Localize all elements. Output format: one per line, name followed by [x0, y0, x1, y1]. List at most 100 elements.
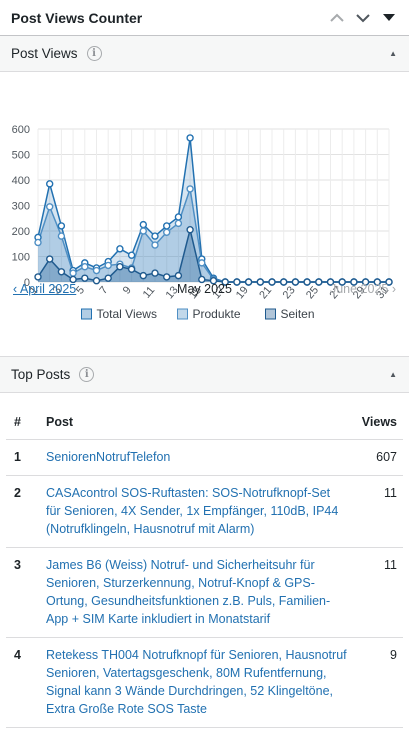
data-point	[209, 277, 218, 285]
y-tick-label: 0	[24, 277, 30, 289]
table-row: 2 CASAcontrol SOS-Ruftasten: SOS-Notrufk…	[6, 475, 403, 548]
y-tick-label: 600	[12, 124, 30, 136]
data-point	[116, 245, 124, 253]
info-icon[interactable]: i	[79, 367, 95, 382]
views-count: 11	[353, 547, 403, 638]
table-row: 1 SeniorenNotrufTelefon 607	[6, 439, 403, 476]
data-point	[174, 219, 183, 228]
widget-title: Post Views Counter	[11, 9, 143, 26]
post-views-header: Post Views i ▲	[0, 36, 409, 72]
row-number: 4	[6, 637, 38, 728]
y-tick-label: 100	[12, 252, 30, 264]
data-point	[57, 268, 66, 276]
data-point	[256, 278, 264, 286]
row-number: 2	[6, 475, 38, 548]
data-point	[104, 261, 112, 270]
month-navigation: ‹ April 2025 May 2025 June 2025 ›	[0, 282, 409, 302]
data-point	[69, 269, 77, 277]
data-point	[151, 241, 159, 249]
y-tick-label: 300	[12, 201, 30, 213]
collapse-post-views-icon[interactable]: ▲	[389, 49, 397, 58]
data-point	[221, 278, 229, 286]
data-point	[81, 262, 89, 271]
data-point	[303, 278, 311, 286]
legend-label: Seiten	[281, 307, 315, 321]
prev-month-link[interactable]: ‹ April 2025	[13, 282, 77, 296]
data-point	[139, 220, 148, 229]
data-point	[34, 238, 42, 247]
top-posts-header: Top Posts i ▲	[0, 357, 409, 393]
y-tick-label: 200	[12, 226, 30, 238]
row-number: 3	[6, 547, 38, 638]
post-link[interactable]: CASAcontrol SOS-Ruftasten: SOS-Notrufkno…	[46, 486, 339, 536]
post-cell: CASAcontrol SOS-Ruftasten: SOS-Notrufkno…	[38, 475, 353, 548]
column-header-post: Post	[38, 405, 353, 440]
data-point	[162, 273, 171, 281]
data-point	[198, 259, 206, 267]
data-point	[127, 251, 136, 259]
post-cell: Retekess TH004 Notrufknopf für Senioren,…	[38, 637, 353, 728]
legend-swatch	[265, 308, 276, 320]
row-number: 1	[6, 439, 38, 476]
series-area-seiten	[38, 229, 389, 282]
data-point	[198, 275, 206, 284]
data-point	[244, 278, 253, 286]
move-up-icon[interactable]	[327, 8, 347, 28]
move-down-icon[interactable]	[353, 8, 373, 28]
data-point	[92, 266, 101, 275]
data-point	[326, 278, 335, 286]
collapse-top-posts-icon[interactable]: ▲	[389, 370, 397, 379]
legend-swatch	[177, 308, 188, 320]
views-count: 607	[353, 439, 403, 476]
data-point	[34, 273, 42, 281]
post-link[interactable]: Retekess TH004 Notrufknopf für Senioren,…	[46, 648, 347, 716]
legend-swatch	[81, 308, 92, 320]
data-point	[151, 232, 159, 240]
data-point	[373, 278, 381, 286]
post-cell: SeniorenNotrufTelefon	[38, 439, 353, 476]
data-point	[174, 213, 183, 221]
data-point	[186, 134, 194, 142]
data-point	[280, 278, 288, 286]
data-point	[46, 255, 54, 263]
data-point	[162, 222, 171, 230]
data-point	[233, 278, 241, 286]
data-point	[139, 271, 148, 280]
legend-label: Total Views	[97, 307, 157, 321]
y-tick-label: 400	[12, 175, 30, 187]
data-point	[104, 274, 112, 282]
top-posts-title: Top Posts	[11, 367, 71, 382]
next-month-link: June 2025 ›	[329, 282, 396, 296]
widget-controls	[327, 8, 399, 28]
post-link[interactable]: SeniorenNotrufTelefon	[46, 450, 171, 464]
data-point	[151, 269, 159, 277]
column-header-views: Views	[353, 405, 403, 440]
data-point	[186, 226, 194, 234]
data-point	[92, 277, 101, 285]
data-point	[81, 274, 89, 282]
top-posts-table: # Post Views 1 SeniorenNotrufTelefon 607…	[6, 405, 403, 728]
post-views-title: Post Views	[11, 46, 78, 61]
legend-label: Produkte	[193, 307, 241, 321]
data-point	[350, 278, 358, 286]
widget-header: Post Views Counter	[0, 0, 409, 36]
post-cell: James B6 (Weiss) Notruf- und Sicherheits…	[38, 547, 353, 638]
info-icon[interactable]: i	[86, 46, 102, 61]
collapse-widget-icon[interactable]	[379, 8, 399, 28]
table-header-row: # Post Views	[6, 405, 403, 440]
data-point	[268, 278, 276, 286]
views-count: 9	[353, 637, 403, 728]
data-point	[338, 278, 346, 286]
table-row: 3 James B6 (Weiss) Notruf- und Sicherhei…	[6, 547, 403, 638]
post-views-chart-area: 0 100 200 300 400 500 600 1 3 5 7 9 11 13 15 17 19 21 23 25…	[0, 72, 409, 352]
y-tick-label: 500	[12, 150, 30, 162]
data-point	[385, 278, 393, 286]
data-point	[46, 203, 54, 211]
data-point	[174, 271, 183, 280]
post-link[interactable]: James B6 (Weiss) Notruf- und Sicherheits…	[46, 558, 331, 626]
data-point	[186, 185, 194, 193]
column-header-num: #	[6, 405, 38, 440]
data-point	[46, 180, 54, 188]
